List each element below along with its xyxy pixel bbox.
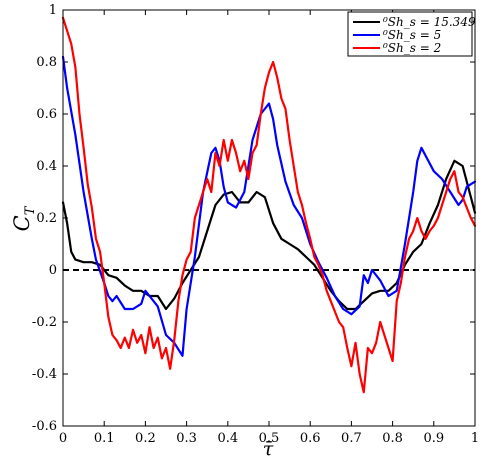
series-line-3	[61, 16, 477, 394]
y-tick-label: -0.4	[32, 367, 57, 382]
x-tick-label: 0.4	[217, 431, 238, 446]
x-tick-label: 1	[471, 431, 479, 446]
y-axis-ticks: -0.6 -0.4 -0.2 0 0.2 0.4 0.6 0.8 1	[32, 3, 475, 434]
x-tick-label: 0.7	[341, 431, 362, 446]
x-tick-label: 0.5	[259, 431, 280, 446]
legend-label-1: ⁰Sh_s = 15.349	[382, 15, 476, 29]
y-tick-label: -0.2	[32, 315, 57, 330]
legend-label-3: ⁰Sh_s = 2	[382, 41, 441, 55]
x-tick-label: 0.1	[94, 431, 115, 446]
x-tick-label: 0.9	[423, 431, 444, 446]
x-tick-label: 0	[59, 431, 67, 446]
x-tick-label: 0.3	[176, 431, 197, 446]
y-tick-label: 0.4	[36, 159, 57, 174]
y-tick-label: 1	[49, 3, 57, 18]
y-tick-label: 0.8	[36, 55, 57, 70]
y-tick-label: 0.2	[36, 211, 57, 226]
x-axis-label: τ̄	[263, 438, 274, 460]
y-axis-label: CT	[10, 205, 38, 231]
y-tick-label: 0.6	[36, 107, 57, 122]
x-axis-ticks: 0 0.1 0.2 0.3 0.4 0.5 0.6 0.7 0.8 0.9 1	[59, 10, 479, 446]
y-tick-label: -0.6	[32, 419, 57, 434]
series-layer	[61, 16, 477, 394]
plot-background	[63, 10, 475, 426]
y-tick-label: 0	[49, 263, 57, 278]
plot-frame	[62, 9, 476, 427]
x-tick-label: 0.8	[382, 431, 403, 446]
y-axis-label-text: CT	[10, 205, 38, 231]
x-tick-label: 0.2	[135, 431, 156, 446]
x-tick-label: 0.6	[300, 431, 321, 446]
legend-label-2: ⁰Sh_s = 5	[382, 28, 441, 42]
series-line-1	[61, 159, 477, 311]
